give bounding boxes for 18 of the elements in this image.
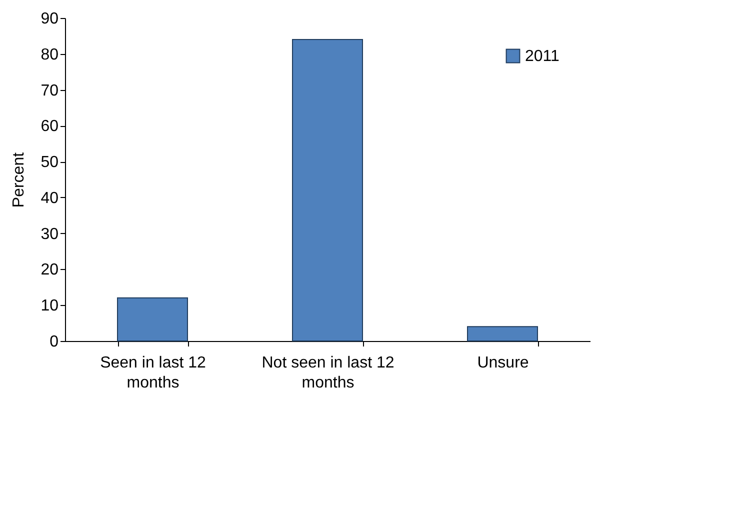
y-axis-title: Percent xyxy=(10,152,28,208)
y-tick-label: 0 xyxy=(50,334,59,350)
bar xyxy=(117,297,188,342)
y-tick-label: 10 xyxy=(40,298,59,315)
y-tick-label: 60 xyxy=(40,118,59,136)
y-tick-label: 20 xyxy=(40,262,59,279)
x-tick-label: Unsure xyxy=(477,354,529,372)
y-tick-label: 30 xyxy=(40,226,59,243)
x-tick-label: Not seen in last 12 months xyxy=(262,354,394,392)
y-tick-label: 90 xyxy=(40,10,59,28)
y-tick-label: 70 xyxy=(40,82,59,100)
y-tick-label: 50 xyxy=(40,154,59,172)
bar xyxy=(467,326,538,342)
y-tick-label: 80 xyxy=(40,46,59,64)
bar xyxy=(292,39,363,342)
legend-label: 2011 xyxy=(525,48,560,65)
x-tick-label: Seen in last 12 months xyxy=(100,354,206,392)
y-tick-label: 40 xyxy=(40,190,59,207)
